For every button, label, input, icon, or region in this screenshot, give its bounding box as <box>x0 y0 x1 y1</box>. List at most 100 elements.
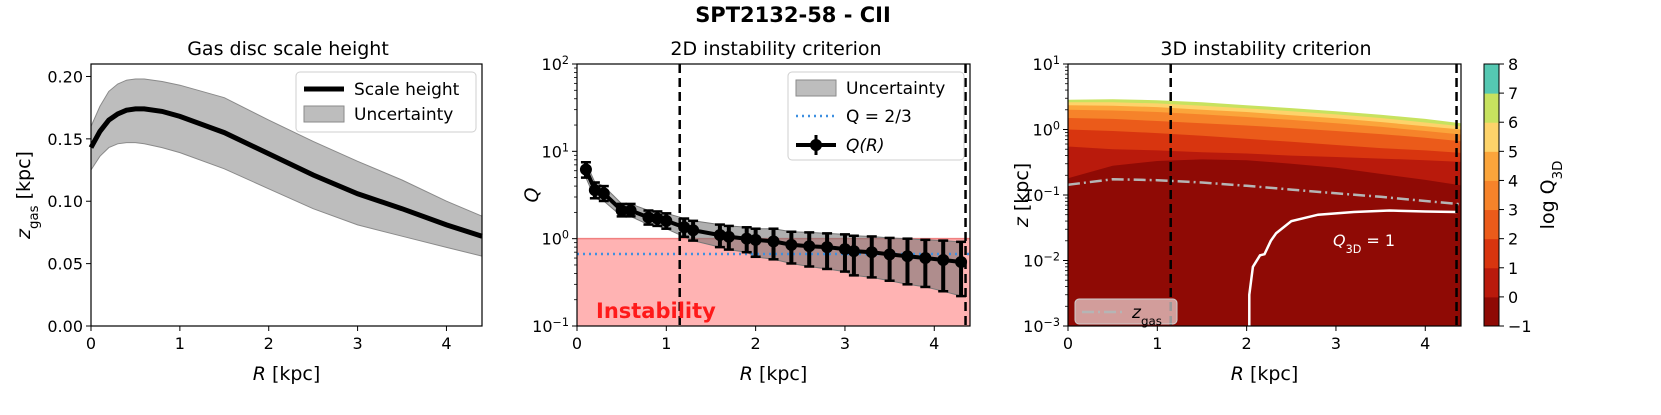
panel-1-xtick-label: 1 <box>175 334 185 353</box>
panel-2-xtick-label: 4 <box>929 334 939 353</box>
panel-3-xtick-label: 3 <box>1331 334 1341 353</box>
panel-3d-instability: 3D instability criterion Q3D = 1 0 1 2 3 410… <box>1011 38 1566 385</box>
contour-fill <box>1068 64 1461 326</box>
panel-scale-height: Gas disc scale height 0 1 2 3 4 0.00 0.05 0.10 0… <box>13 38 483 385</box>
colorbar-segment--1 <box>1484 296 1499 327</box>
colorbar-segment-4 <box>1484 151 1499 181</box>
panel-3-ytick-label: 10−3 <box>1023 316 1060 337</box>
panel-1-ytick-label: 0.05 <box>47 255 83 274</box>
q-point <box>722 230 735 243</box>
legend-uncertainty-label: Uncertainty <box>846 79 945 99</box>
legend-zgas-label: zgas <box>1131 303 1162 328</box>
q-point <box>838 243 851 256</box>
panel-3-xtick-label: 0 <box>1063 334 1073 353</box>
panel-3-xlabel: R [kpc] <box>1231 363 1299 385</box>
panel-2-ylabel: Q <box>521 187 543 202</box>
panel-2-title: 2D instability criterion <box>670 38 881 60</box>
colorbar-tick-label: 3 <box>1508 201 1518 220</box>
colorbar-segment-0 <box>1484 267 1499 298</box>
colorbar-frame <box>1483 63 1500 327</box>
colorbar-tick-label: 4 <box>1508 171 1518 190</box>
q-point <box>713 229 726 242</box>
q-point <box>901 250 914 263</box>
panel-1-ytick-label: 0.00 <box>47 317 83 336</box>
panel-3-ylabel: z [kpc] <box>1011 163 1033 228</box>
panel-2-legend: Uncertainty Q = 2/3 Q(R) <box>787 71 965 161</box>
q3d-equals-one-contour <box>1248 209 1457 326</box>
colorbar-label: log Q3D <box>1537 161 1566 230</box>
panel-2d-instability: 2D instability criterion Instability 0 1 2… <box>521 38 971 385</box>
colorbar-tick-label: 0 <box>1508 288 1518 307</box>
axes-frame <box>576 63 971 327</box>
colorbar-tick-label: 5 <box>1508 142 1518 161</box>
q-point <box>883 248 896 261</box>
colorbar-segment-3 <box>1484 180 1499 211</box>
q-point <box>624 204 637 217</box>
panel-3-ytick-label: 100 <box>1033 119 1060 140</box>
legend-q-marker <box>810 139 822 151</box>
q-point <box>579 163 592 176</box>
colorbar-tick-label: 6 <box>1508 113 1518 132</box>
q-point <box>937 253 950 266</box>
scale-height-line <box>88 106 483 239</box>
zgas-curve <box>1068 177 1461 206</box>
panel-3-legend: zgas <box>1074 298 1178 328</box>
panel-3-ytick-label: 10−1 <box>1023 185 1060 206</box>
instability-label: Instability <box>596 299 716 323</box>
panel-2-ytick-label: 10−1 <box>532 316 569 337</box>
panel-3-xtick-label: 4 <box>1420 334 1430 353</box>
colorbar-tick-label: −1 <box>1508 317 1532 336</box>
colorbar: −1 0 1 2 3 4 5 6 7 8 log Q3D <box>1483 55 1566 336</box>
panel-3-xtick-label: 1 <box>1152 334 1162 353</box>
q-point <box>803 240 816 253</box>
legend-q-label: Q(R) <box>846 136 884 156</box>
colorbar-segment-2 <box>1484 209 1499 240</box>
contour-band-level-0 <box>1249 210 1461 326</box>
q-point <box>597 187 610 200</box>
q-point <box>919 252 932 265</box>
axes-frame <box>90 63 483 327</box>
q-point <box>955 256 968 269</box>
panel-1-xtick-label: 0 <box>86 334 96 353</box>
panel-3-ytick-label: 10−2 <box>1023 250 1060 271</box>
legend-uncertainty-label: Uncertainty <box>354 105 453 125</box>
q-point <box>615 204 628 217</box>
panel-1-ytick-label: 0.10 <box>47 192 83 211</box>
legend-reference-label: Q = 2/3 <box>846 107 912 127</box>
legend-box <box>1074 298 1178 325</box>
colorbar-tick-label: 1 <box>1508 259 1518 278</box>
q3d-contour-label: Q3D = 1 <box>1333 231 1395 256</box>
panel-1-legend: Scale height Uncertainty <box>295 71 477 133</box>
colorbar-tick-label: 2 <box>1508 230 1518 249</box>
q-point <box>642 211 655 224</box>
colorbar-tick-label: 7 <box>1508 84 1518 103</box>
panel-2-ytick-label: 100 <box>542 228 569 249</box>
colorbar-segment-6 <box>1484 93 1499 123</box>
colorbar-segment-7 <box>1484 64 1499 94</box>
q-point <box>660 214 673 227</box>
panel-2-ytick-label: 102 <box>542 54 569 75</box>
colorbar-tick-label: 8 <box>1508 55 1518 74</box>
panel-2-ytick-label: 101 <box>542 141 569 162</box>
colorbar-segment-1 <box>1484 238 1499 269</box>
panel-3-ytick-label: 101 <box>1033 54 1060 75</box>
q-point <box>749 233 762 246</box>
panel-1-title: Gas disc scale height <box>187 38 389 60</box>
q-point <box>740 232 753 245</box>
panel-2-xlabel: R [kpc] <box>740 363 808 385</box>
q-point <box>821 241 834 254</box>
panel-2-xtick-label: 2 <box>751 334 761 353</box>
panel-1-ylabel: zgas [kpc] <box>13 151 42 240</box>
figure-title: SPT2132-58 - CII <box>695 3 891 27</box>
panel-1-xtick-label: 3 <box>352 334 362 353</box>
panel-1-xlabel: R [kpc] <box>253 363 321 385</box>
panel-2-xtick-label: 3 <box>840 334 850 353</box>
q-point <box>767 235 780 248</box>
legend-uncertainty-swatch <box>303 105 345 123</box>
panel-1-ytick-label: 0.20 <box>47 67 83 86</box>
panel-1-xtick-label: 4 <box>441 334 451 353</box>
panel-1-ytick-label: 0.15 <box>47 130 83 149</box>
panel-2-xtick-label: 1 <box>661 334 671 353</box>
panel-3-xtick-label: 2 <box>1242 334 1252 353</box>
